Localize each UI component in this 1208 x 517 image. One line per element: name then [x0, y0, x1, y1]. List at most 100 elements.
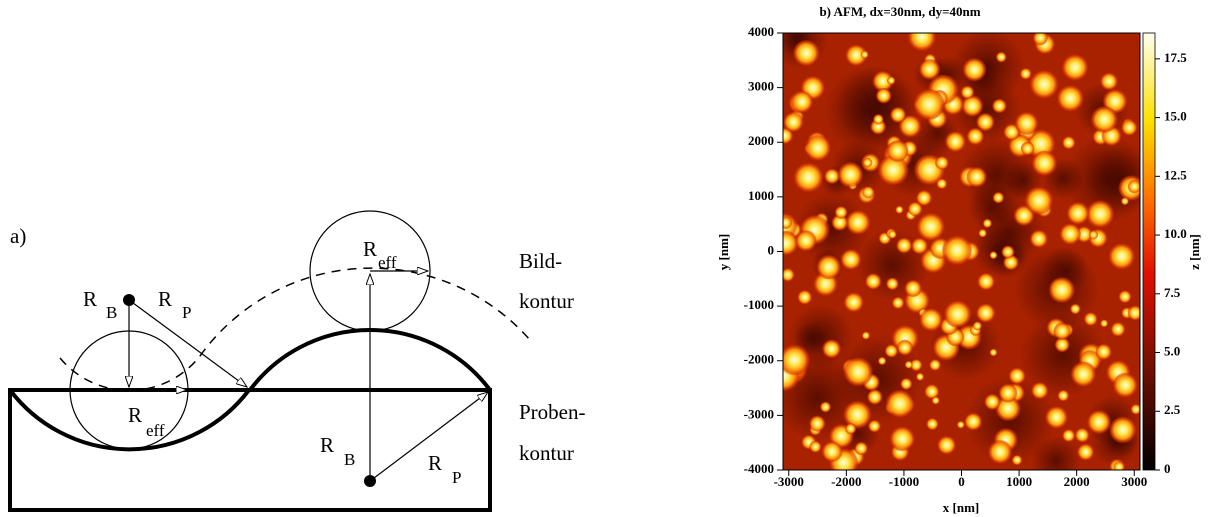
- particle: [907, 201, 923, 217]
- particle: [819, 401, 832, 413]
- particle: [904, 360, 913, 369]
- particle: [991, 98, 1007, 114]
- radius-symbol: R: [158, 287, 172, 311]
- particle: [862, 157, 873, 168]
- particle: [1090, 105, 1119, 134]
- y-tick-label: 1000: [748, 188, 774, 203]
- particle: [995, 51, 1007, 63]
- particle: [877, 154, 909, 186]
- particle: [843, 291, 864, 313]
- radius-subscript: B: [344, 450, 355, 469]
- particle: [834, 205, 848, 219]
- particle: [1056, 84, 1085, 113]
- particle: [783, 344, 811, 376]
- particle: [845, 209, 871, 236]
- particle: [1044, 405, 1069, 430]
- x-tick-label: -2000: [831, 474, 861, 489]
- particle: [982, 218, 993, 229]
- colorbar-tick-label: 17.5: [1164, 50, 1187, 65]
- chart-title: b) AFM, dx=30nm, dy=40nm: [819, 4, 980, 19]
- texture: [1031, 435, 1081, 470]
- x-axis-label: x [nm]: [943, 500, 979, 515]
- particle: [924, 383, 940, 400]
- texture: [951, 33, 1026, 104]
- particle: [843, 356, 874, 387]
- particle: [1085, 199, 1115, 229]
- particle: [1024, 186, 1054, 216]
- particle: [872, 113, 884, 125]
- particle: [1095, 343, 1113, 361]
- particle: [797, 289, 813, 305]
- particle: [854, 441, 869, 456]
- colorbar: [1142, 32, 1156, 471]
- particle: [875, 87, 892, 104]
- radius-arrow: [128, 299, 247, 387]
- particle: [837, 161, 864, 188]
- particle: [1108, 416, 1137, 444]
- radius-symbol: R: [128, 403, 142, 427]
- particle: [975, 112, 995, 132]
- particle: [916, 212, 946, 242]
- particle: [1099, 72, 1119, 91]
- particle: [1048, 276, 1076, 304]
- particle: [1053, 322, 1072, 341]
- particle: [936, 178, 948, 190]
- y-tick-label: -2000: [744, 352, 774, 367]
- particle: [919, 307, 943, 332]
- particle: [989, 348, 998, 357]
- particle: [995, 395, 1022, 422]
- particle: [861, 185, 875, 199]
- particle: [962, 57, 987, 82]
- radius-symbol: R: [428, 451, 442, 475]
- colorbar-tick-label: 7.5: [1164, 285, 1181, 300]
- particle: [904, 279, 923, 298]
- particle: [936, 435, 957, 455]
- particle: [792, 39, 820, 67]
- particle: [821, 339, 842, 359]
- particle: [1088, 230, 1099, 240]
- particle: [898, 114, 922, 138]
- particle: [886, 76, 896, 85]
- particle: [941, 234, 973, 266]
- contour-label: kontur: [519, 289, 574, 313]
- particle: [1070, 361, 1097, 388]
- particle: [956, 420, 965, 429]
- particle: [915, 372, 925, 381]
- particle: [1083, 311, 1098, 327]
- texture: [824, 65, 915, 156]
- particle: [860, 50, 869, 59]
- particle: [1113, 461, 1125, 470]
- particle: [804, 134, 832, 162]
- particle: [913, 88, 946, 121]
- particle: [1061, 135, 1076, 150]
- particle: [1127, 305, 1140, 321]
- particle: [961, 94, 984, 118]
- particle: [808, 415, 826, 432]
- y-tick-label: 3000: [748, 79, 774, 94]
- particle: [1086, 409, 1112, 435]
- particle: [840, 248, 862, 271]
- colorbar-tick-label: 15.0: [1164, 109, 1187, 124]
- particle: [931, 396, 940, 405]
- particle: [1061, 428, 1076, 443]
- particle: [1127, 179, 1140, 194]
- particle: [1069, 303, 1081, 315]
- particle: [809, 440, 822, 453]
- particle: [1059, 222, 1082, 245]
- image-contour: [59, 355, 201, 392]
- panel-label: a): [10, 224, 26, 248]
- particle: [1110, 321, 1126, 337]
- particle: [966, 166, 988, 188]
- x-tick-label: -1000: [889, 474, 919, 489]
- contour-label: Proben-: [519, 400, 586, 424]
- particle: [966, 127, 985, 146]
- particle: [861, 331, 871, 340]
- colorbar-tick-label: 0: [1164, 461, 1171, 476]
- x-tick-label: 0: [958, 474, 965, 489]
- particle: [1008, 367, 1026, 385]
- particle: [989, 251, 998, 260]
- particle: [896, 339, 914, 356]
- particle: [844, 43, 868, 67]
- particle: [992, 191, 1005, 204]
- particle: [872, 70, 894, 92]
